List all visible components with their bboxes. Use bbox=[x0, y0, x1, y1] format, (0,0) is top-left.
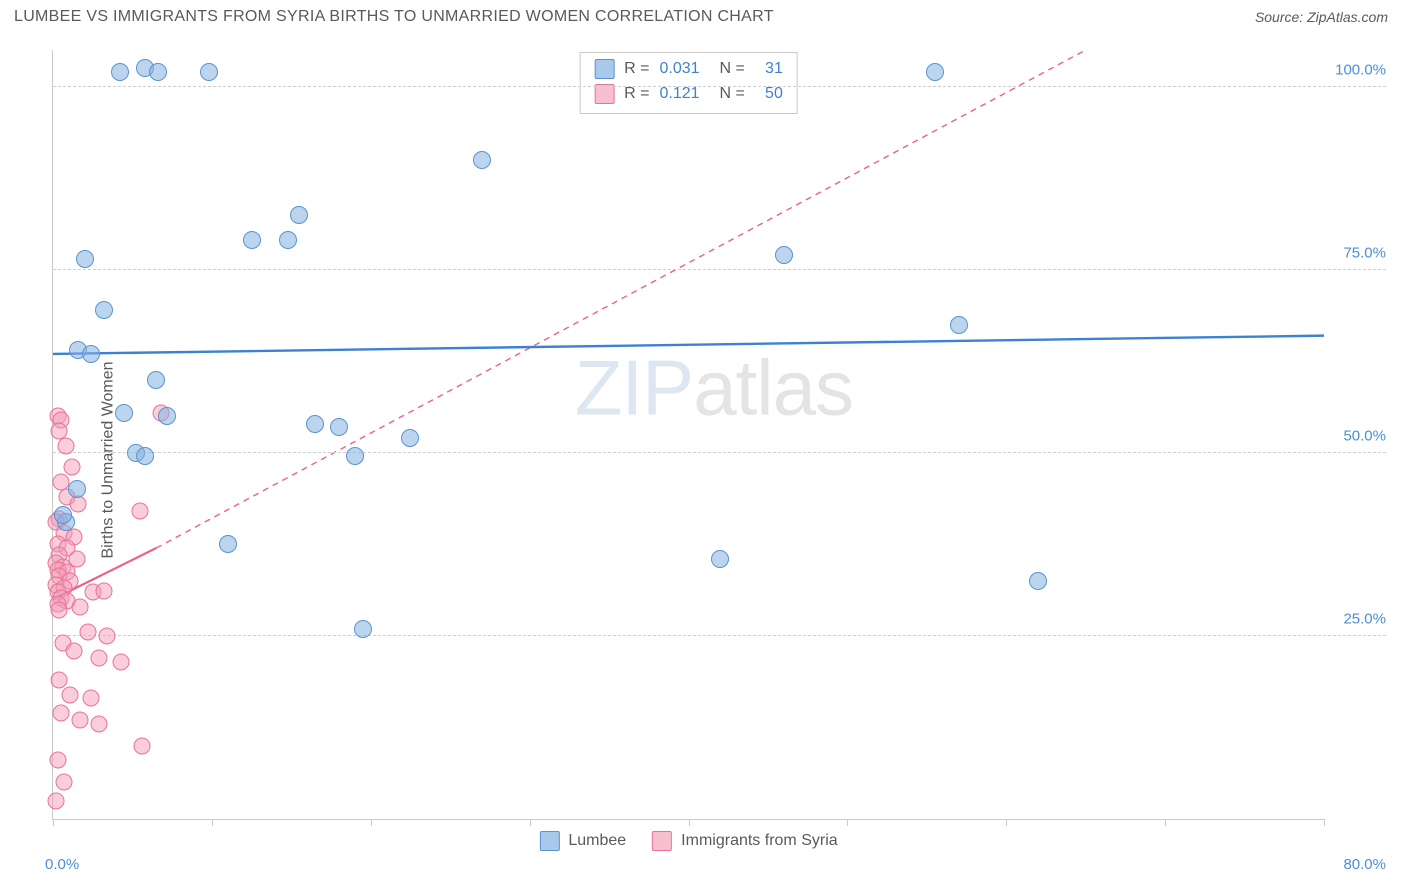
data-point bbox=[115, 404, 133, 422]
data-point bbox=[91, 649, 108, 666]
y-tick-label: 100.0% bbox=[1330, 61, 1386, 78]
swatch-blue-icon bbox=[594, 59, 614, 79]
legend-item-2: Immigrants from Syria bbox=[652, 831, 837, 851]
stats-legend: R = 0.031 N = 31 R = 0.121 N = 50 bbox=[579, 52, 798, 114]
chart-source: Source: ZipAtlas.com bbox=[1255, 9, 1388, 25]
swatch-blue-icon bbox=[539, 831, 559, 851]
data-point bbox=[49, 752, 66, 769]
data-point bbox=[219, 535, 237, 553]
data-point bbox=[72, 712, 89, 729]
x-tick bbox=[371, 819, 372, 826]
data-point bbox=[68, 480, 86, 498]
data-point bbox=[136, 447, 154, 465]
x-tick bbox=[689, 819, 690, 826]
x-tick bbox=[212, 819, 213, 826]
data-point bbox=[950, 316, 968, 334]
data-point bbox=[82, 345, 100, 363]
legend-item-1: Lumbee bbox=[539, 831, 626, 851]
data-point bbox=[354, 620, 372, 638]
chart-title: LUMBEE VS IMMIGRANTS FROM SYRIA BIRTHS T… bbox=[14, 8, 774, 26]
data-point bbox=[926, 63, 944, 81]
chart-header: LUMBEE VS IMMIGRANTS FROM SYRIA BIRTHS T… bbox=[0, 0, 1406, 30]
data-point bbox=[279, 231, 297, 249]
data-point bbox=[158, 407, 176, 425]
chart-area: Births to Unmarried Women ZIPatlas R = 0… bbox=[14, 40, 1392, 880]
swatch-pink-icon bbox=[652, 831, 672, 851]
data-point bbox=[48, 792, 65, 809]
swatch-pink-icon bbox=[594, 84, 614, 104]
x-tick bbox=[1006, 819, 1007, 826]
y-tick-label: 25.0% bbox=[1330, 610, 1386, 627]
data-point bbox=[76, 250, 94, 268]
data-point bbox=[290, 206, 308, 224]
gridline bbox=[53, 269, 1386, 270]
stats-row-1: R = 0.031 N = 31 bbox=[594, 57, 783, 82]
x-tick bbox=[53, 819, 54, 826]
watermark: ZIPatlas bbox=[575, 343, 853, 434]
gridline bbox=[53, 86, 1386, 87]
data-point bbox=[346, 447, 364, 465]
data-point bbox=[200, 63, 218, 81]
y-tick-label: 75.0% bbox=[1330, 244, 1386, 261]
data-point bbox=[775, 246, 793, 264]
data-point bbox=[147, 371, 165, 389]
data-point bbox=[711, 550, 729, 568]
data-point bbox=[401, 429, 419, 447]
data-point bbox=[306, 415, 324, 433]
data-point bbox=[54, 506, 72, 524]
data-point bbox=[64, 459, 81, 476]
data-point bbox=[1029, 572, 1047, 590]
data-point bbox=[83, 690, 100, 707]
data-point bbox=[79, 624, 96, 641]
data-point bbox=[65, 642, 82, 659]
data-point bbox=[473, 151, 491, 169]
x-tick bbox=[1165, 819, 1166, 826]
data-point bbox=[132, 503, 149, 520]
x-tick bbox=[847, 819, 848, 826]
data-point bbox=[95, 582, 112, 599]
data-point bbox=[51, 671, 68, 688]
y-tick-label: 50.0% bbox=[1330, 427, 1386, 444]
data-point bbox=[51, 602, 68, 619]
data-point bbox=[62, 686, 79, 703]
data-point bbox=[56, 774, 73, 791]
data-point bbox=[149, 63, 167, 81]
scatter-plot: ZIPatlas R = 0.031 N = 31 R = 0.121 N = … bbox=[52, 50, 1324, 820]
x-tick-max: 80.0% bbox=[1343, 856, 1386, 873]
x-tick bbox=[530, 819, 531, 826]
data-point bbox=[113, 653, 130, 670]
data-point bbox=[330, 418, 348, 436]
data-point bbox=[57, 437, 74, 454]
x-tick bbox=[1324, 819, 1325, 826]
data-point bbox=[52, 704, 69, 721]
data-point bbox=[72, 598, 89, 615]
data-point bbox=[91, 715, 108, 732]
trend-lines bbox=[53, 50, 1324, 819]
x-tick-min: 0.0% bbox=[45, 856, 79, 873]
data-point bbox=[133, 737, 150, 754]
gridline bbox=[53, 452, 1386, 453]
series-legend: Lumbee Immigrants from Syria bbox=[539, 831, 837, 851]
data-point bbox=[111, 63, 129, 81]
data-point bbox=[243, 231, 261, 249]
data-point bbox=[99, 627, 116, 644]
gridline bbox=[53, 635, 1386, 636]
data-point bbox=[95, 301, 113, 319]
